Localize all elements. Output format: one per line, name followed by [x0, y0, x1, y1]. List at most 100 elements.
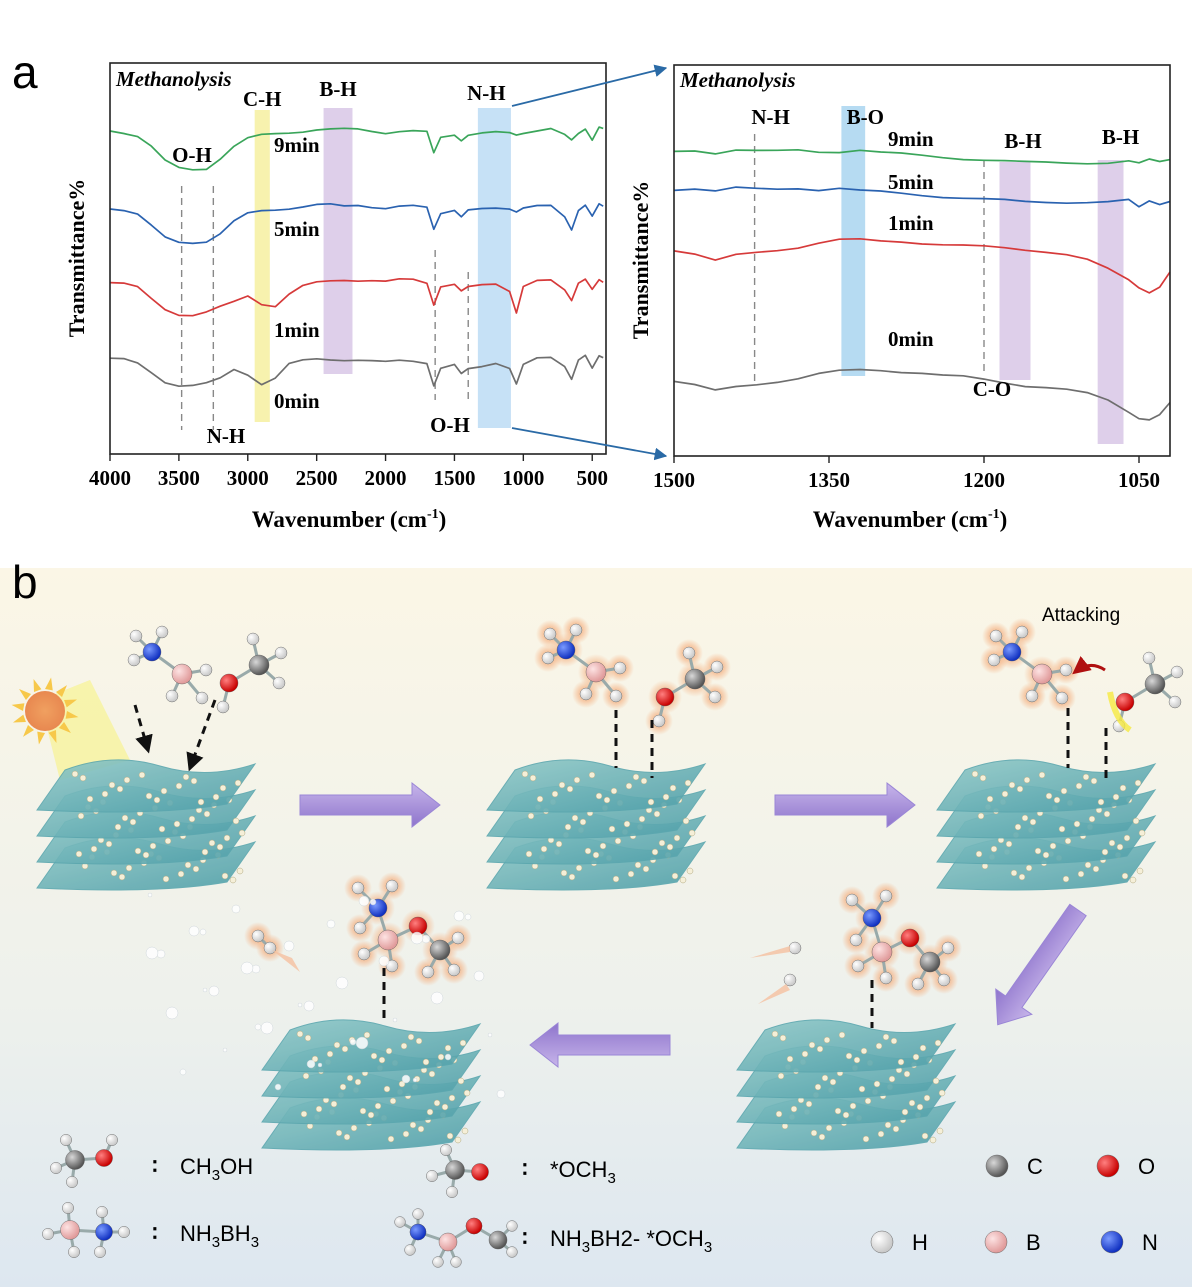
atom-H	[440, 1144, 452, 1156]
c1-bands	[254, 108, 511, 428]
surface-site	[682, 817, 690, 825]
surface-site	[162, 875, 170, 883]
h2-bubble	[231, 904, 241, 914]
h2-bubble	[378, 955, 390, 967]
label-5min: 5min	[274, 217, 320, 241]
surface-site	[315, 1105, 323, 1113]
surface-site	[1010, 869, 1018, 877]
surface-site	[1116, 843, 1124, 851]
atom-C	[1144, 673, 1166, 695]
h2-bubble	[421, 934, 431, 944]
surface-site	[409, 1121, 417, 1129]
atom-H	[272, 676, 286, 690]
surface-site	[908, 1099, 916, 1107]
x-tick-label: 4000	[89, 466, 131, 490]
surface-site	[814, 1083, 822, 1091]
surface-site	[1119, 784, 1127, 792]
surface-site	[1045, 792, 1053, 800]
atom-O	[900, 928, 920, 948]
surface-site	[560, 869, 568, 877]
process-arrow	[774, 781, 916, 829]
c1-x-axis: 4000 3500 3000 2500 2000 1500 1000 500	[89, 454, 608, 490]
surface-site	[192, 865, 200, 873]
label-5min: 5min	[888, 170, 934, 194]
atom-H	[911, 977, 925, 991]
zoom-arrow-top	[511, 64, 668, 107]
surface-site	[454, 1136, 462, 1144]
surface-site	[203, 810, 211, 818]
surface-site	[311, 1055, 319, 1063]
label-0min: 0min	[274, 389, 320, 413]
zoom-arrow-bottom	[511, 427, 668, 461]
legend-atoms: C O H B N	[870, 1154, 1158, 1255]
surface-site	[777, 1072, 785, 1080]
atom-H	[849, 933, 863, 947]
atom-O	[219, 673, 239, 693]
series-0min	[673, 368, 1171, 421]
surface-site	[638, 815, 646, 823]
panel-a-letter: a	[12, 46, 38, 98]
atom-H	[879, 889, 893, 903]
series-5min	[109, 202, 604, 245]
h2-bubble	[473, 970, 485, 982]
h2-bubble	[145, 946, 159, 960]
surface-site	[75, 850, 83, 858]
atom-H	[50, 1162, 62, 1174]
atom-C	[429, 939, 451, 961]
x-tick-label: 1000	[502, 466, 544, 490]
atom-H	[42, 1228, 54, 1240]
surface-site	[666, 843, 674, 851]
h2-bubble	[188, 925, 200, 937]
surface-site	[428, 1070, 436, 1078]
atom-H	[432, 1256, 444, 1268]
atom-H	[710, 660, 724, 674]
atom-H	[1015, 625, 1029, 639]
h2-bubble	[274, 1083, 282, 1091]
surface-site	[588, 771, 596, 779]
atom-H	[569, 623, 583, 637]
legend-atom-C	[985, 1154, 1009, 1178]
atom-H	[989, 629, 1003, 643]
surface-site	[1049, 842, 1057, 850]
c1-title: Methanolysis	[115, 67, 232, 91]
surface-site	[897, 1058, 905, 1066]
surface-site	[116, 785, 124, 793]
series-0min	[109, 354, 604, 388]
surface-site	[177, 870, 185, 878]
surface-site	[90, 845, 98, 853]
atom-H	[937, 973, 951, 987]
surface-site	[1029, 818, 1037, 826]
atom-H	[1025, 689, 1039, 703]
h2-bubble	[453, 910, 465, 922]
surface-site	[359, 1107, 367, 1115]
atom-H	[385, 959, 399, 973]
atom-H	[412, 1208, 424, 1220]
atom-H	[251, 929, 265, 943]
c2-x-axis: 1500 1350 1200 1050	[653, 456, 1160, 492]
surface-site	[370, 1052, 378, 1060]
atom-H	[246, 632, 260, 646]
surface-site	[426, 1108, 434, 1116]
surface-site	[936, 1127, 944, 1135]
surface-site	[877, 1130, 885, 1138]
surface-site	[623, 820, 631, 828]
atom-H	[446, 1186, 458, 1198]
surface-site	[790, 1105, 798, 1113]
surface-site	[884, 1121, 892, 1129]
atom-H	[543, 627, 557, 641]
surface-site	[849, 1102, 857, 1110]
x-tick-label: 1350	[808, 468, 850, 492]
surface-site	[882, 1033, 890, 1041]
atom-H	[68, 1246, 80, 1258]
surface-site	[448, 1094, 456, 1102]
surface-site	[134, 847, 142, 855]
surface-site	[647, 798, 655, 806]
surface-site	[679, 876, 687, 884]
annot-oh-bottom: O-H	[430, 413, 470, 437]
h2-bubble	[208, 985, 220, 997]
atom-O	[465, 1217, 483, 1235]
surface-site	[653, 810, 661, 818]
surface-site	[383, 1085, 391, 1093]
c2-series	[673, 148, 1171, 421]
